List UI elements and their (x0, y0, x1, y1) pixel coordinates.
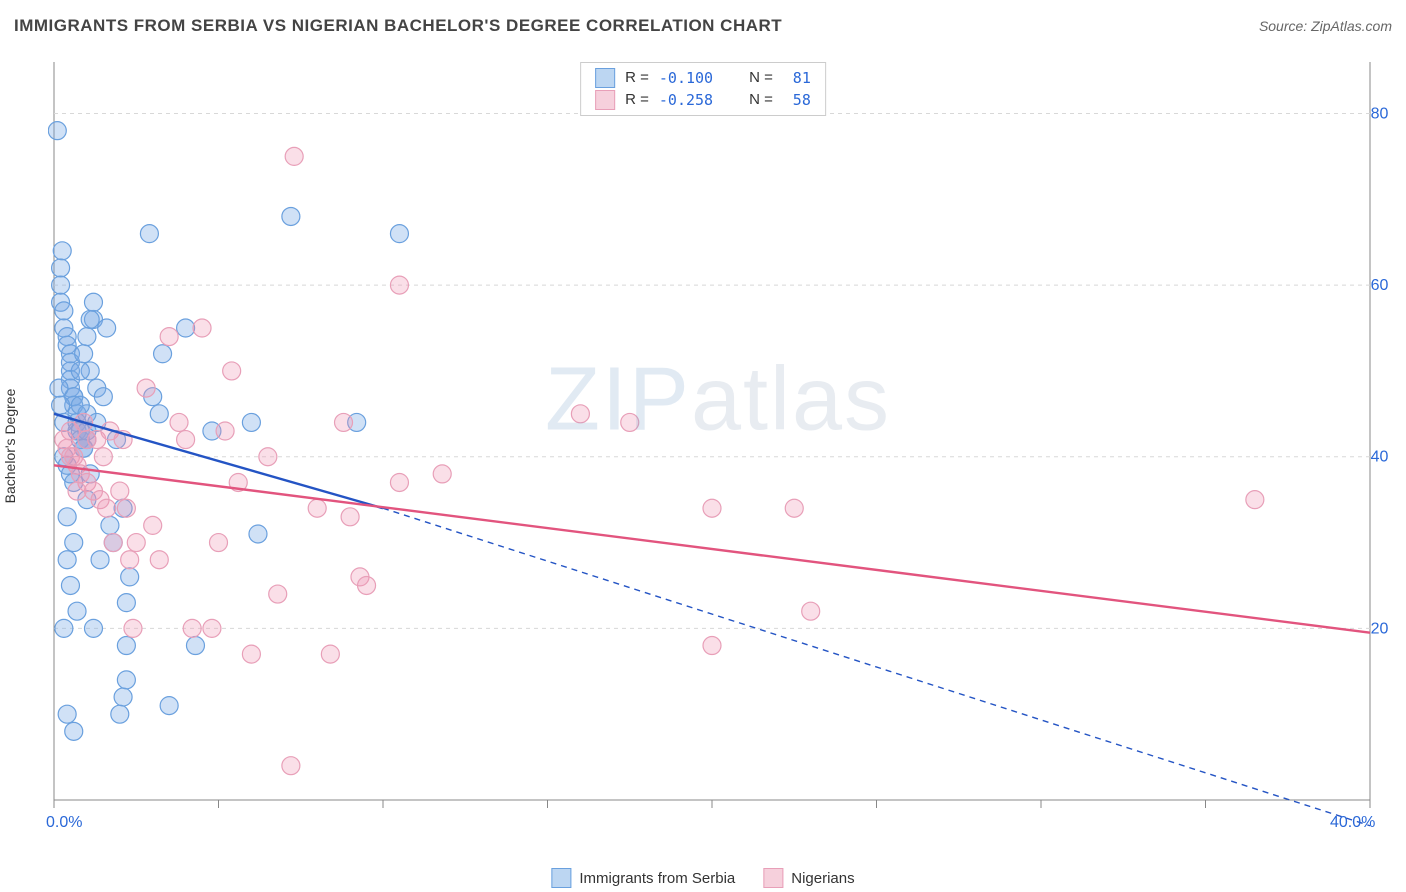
svg-text:60.0%: 60.0% (1371, 277, 1388, 294)
legend-item: Nigerians (763, 868, 854, 888)
n-label: N = (749, 89, 773, 111)
chart-title: IMMIGRANTS FROM SERBIA VS NIGERIAN BACHE… (14, 16, 782, 35)
x-axis-max: 40.0% (1330, 814, 1375, 832)
legend-statistics: R = -0.100 N = 81 R = -0.258 N = 58 (580, 62, 826, 116)
r-value: -0.100 (659, 67, 713, 89)
r-label: R = (625, 89, 649, 111)
scatter-chart: 20.0% 40.0% 60.0% 80.0% (48, 58, 1388, 836)
n-value: 58 (783, 89, 811, 111)
legend-stat-row: R = -0.100 N = 81 (595, 67, 811, 89)
swatch-icon (763, 868, 783, 888)
legend-item: Immigrants from Serbia (551, 868, 735, 888)
swatch-icon (551, 868, 571, 888)
n-value: 81 (783, 67, 811, 89)
r-label: R = (625, 67, 649, 89)
svg-text:20.0%: 20.0% (1371, 620, 1388, 637)
r-value: -0.258 (659, 89, 713, 111)
svg-text:40.0%: 40.0% (1371, 449, 1388, 466)
series-name: Nigerians (791, 870, 854, 887)
source-label: Source: ZipAtlas.com (1259, 18, 1392, 34)
legend-stat-row: R = -0.258 N = 58 (595, 89, 811, 111)
legend-series: Immigrants from Serbia Nigerians (551, 868, 854, 888)
n-label: N = (749, 67, 773, 89)
x-axis-min: 0.0% (46, 814, 82, 832)
swatch-icon (595, 68, 615, 88)
series-name: Immigrants from Serbia (579, 870, 735, 887)
y-axis-label: Bachelor's Degree (2, 389, 18, 504)
plot-area: 20.0%40.0%60.0%80.0% ZIPatlas (48, 58, 1388, 836)
svg-text:80.0%: 80.0% (1371, 105, 1388, 122)
swatch-icon (595, 90, 615, 110)
